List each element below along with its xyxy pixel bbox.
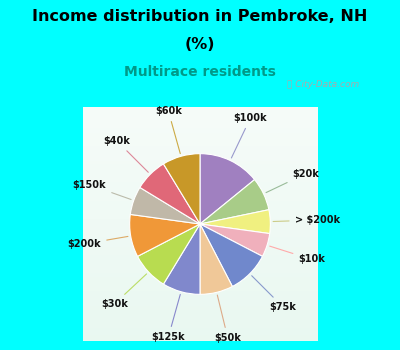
Wedge shape	[200, 224, 262, 286]
Text: > $200k: > $200k	[273, 215, 340, 225]
Text: $10k: $10k	[270, 246, 325, 265]
Wedge shape	[200, 210, 270, 233]
Wedge shape	[200, 180, 269, 224]
Text: (%): (%)	[185, 37, 215, 52]
Wedge shape	[130, 188, 200, 224]
Wedge shape	[200, 154, 254, 224]
Text: $125k: $125k	[152, 294, 185, 342]
Wedge shape	[200, 224, 232, 294]
Text: $60k: $60k	[155, 106, 182, 154]
Text: $200k: $200k	[68, 237, 128, 249]
Wedge shape	[138, 224, 200, 284]
Text: $100k: $100k	[232, 113, 267, 158]
Wedge shape	[200, 224, 270, 256]
Text: $150k: $150k	[73, 180, 131, 200]
Text: $20k: $20k	[266, 169, 319, 192]
Text: Income distribution in Pembroke, NH: Income distribution in Pembroke, NH	[32, 9, 368, 24]
Wedge shape	[164, 224, 200, 294]
Text: $40k: $40k	[104, 136, 148, 172]
Text: $50k: $50k	[214, 295, 241, 343]
Text: ⓘ City-Data.com: ⓘ City-Data.com	[287, 80, 360, 90]
Text: $75k: $75k	[252, 276, 296, 312]
Text: $30k: $30k	[101, 274, 146, 309]
Wedge shape	[140, 164, 200, 224]
Wedge shape	[164, 154, 200, 224]
Wedge shape	[130, 215, 200, 256]
Text: Multirace residents: Multirace residents	[124, 65, 276, 79]
